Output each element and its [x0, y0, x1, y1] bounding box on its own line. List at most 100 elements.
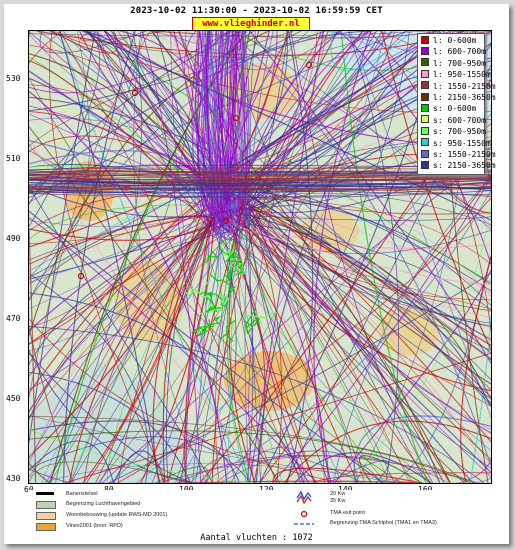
flight-track: [232, 200, 386, 483]
flight-track: [209, 31, 225, 240]
flight-track: [29, 31, 326, 112]
flight-track: [29, 420, 241, 483]
flight-track: [29, 190, 491, 198]
flight-track: [349, 31, 491, 418]
legend-entry: l: 950-1550m: [421, 69, 491, 80]
legend-entry: l: 0-600m: [421, 35, 476, 46]
altitude-legend: l: 0-600m l: 600-700m l: 700-950m l: 950-15…: [417, 33, 496, 175]
x-tick-140: 140: [338, 485, 352, 494]
flight-track: [244, 31, 274, 483]
flight-track: [238, 226, 491, 285]
y-tick-490: 490: [6, 234, 21, 243]
flight-track: [230, 31, 410, 483]
flight-track: [29, 31, 294, 147]
flight-track: [29, 31, 409, 199]
flight-track: [87, 31, 445, 483]
legend-swatch: [421, 115, 429, 124]
legend-label: l: 600-700m: [433, 47, 486, 57]
flight-track: [117, 31, 395, 483]
flight-track: [249, 31, 325, 483]
tma-exit-points: [77, 61, 313, 280]
flight-track: [223, 269, 238, 281]
legend-swatch: [421, 35, 429, 44]
legend-entry: l: 600-700m: [421, 46, 486, 57]
flight-track: [204, 296, 221, 313]
flight-track: [178, 480, 420, 483]
legend-label: s: 0-600m: [433, 104, 477, 114]
flight-track: [220, 31, 236, 217]
flight-track: [226, 193, 491, 392]
flight-track: [29, 227, 217, 310]
flight-track: [103, 31, 214, 212]
flight-track: [29, 135, 215, 183]
flight-track: [29, 60, 210, 229]
flight-track: [212, 31, 441, 182]
legend-entry: s: 700-950m: [421, 126, 486, 137]
legend-entry: s: 2150-3650m: [421, 160, 496, 171]
flight-track-map[interactable]: [28, 30, 492, 484]
vinex-swatch: [36, 523, 56, 531]
flight-track: [340, 31, 429, 483]
flight-track: [237, 179, 329, 483]
legend-swatch: [421, 46, 429, 55]
y-tick-510: 510: [6, 154, 21, 163]
site-url-link[interactable]: www.vlieghinder.nl: [192, 17, 310, 31]
legend-label: l: 2150-3650m: [433, 93, 496, 102]
y-tick-470: 470: [6, 314, 21, 323]
flight-track: [227, 31, 427, 483]
flight-track: [29, 179, 491, 186]
flight-track: [294, 452, 432, 483]
tma-exit-point: [77, 272, 85, 280]
flight-track: [29, 31, 182, 460]
flight-track: [29, 183, 491, 189]
legend-swatch: [421, 81, 429, 90]
flight-track: [191, 325, 208, 337]
flight-track: [63, 31, 136, 483]
flight-track: [29, 126, 281, 483]
flight-track: [226, 266, 233, 283]
legend-entry: s: 600-700m: [421, 115, 486, 126]
flight-track: [229, 255, 243, 269]
flight-track: [216, 210, 491, 473]
x-tick-160: 160: [418, 485, 432, 494]
flight-track: [334, 269, 491, 483]
legend-label: s: 2150-3650m: [433, 161, 496, 171]
flight-track: [217, 238, 238, 257]
flight-track: [69, 175, 217, 483]
flight-track: [220, 320, 236, 342]
runway-label: Banenstelsel: [66, 491, 98, 497]
flight-track: [29, 230, 37, 483]
flight-track: [234, 208, 491, 328]
flight-tracks: [29, 31, 491, 483]
flight-track: [453, 31, 491, 33]
flight-track: [208, 316, 221, 326]
legend-swatch: [421, 103, 429, 112]
legend-swatch: [421, 149, 429, 158]
flight-track: [200, 291, 218, 313]
legend-label: s: 950-1550m: [433, 138, 491, 148]
flight-track: [29, 174, 491, 177]
flight-track: [245, 317, 260, 329]
flight-track: [86, 196, 223, 483]
flight-track: [220, 178, 247, 483]
flight-track: [29, 170, 491, 177]
flight-track: [29, 204, 225, 240]
flight-track: [29, 188, 491, 196]
legend-label: l: 700-950m: [433, 58, 486, 68]
flight-track: [271, 177, 491, 483]
legend-swatch: [421, 69, 429, 78]
flight-track: [29, 77, 402, 483]
flight-track: [29, 227, 249, 365]
tma-exit-point: [131, 89, 139, 97]
flight-track: [29, 179, 491, 187]
flight-track: [358, 455, 423, 483]
flight-track: [247, 31, 363, 230]
flight-track: [68, 210, 216, 483]
flight-track: [476, 377, 491, 483]
x-tick-80: 80: [104, 485, 114, 494]
flight-track: [244, 309, 256, 335]
kw20-label: 20 Kw: [330, 491, 346, 497]
flight-track: [97, 31, 328, 483]
flight-track: [226, 221, 251, 483]
flight-track: [29, 71, 211, 179]
